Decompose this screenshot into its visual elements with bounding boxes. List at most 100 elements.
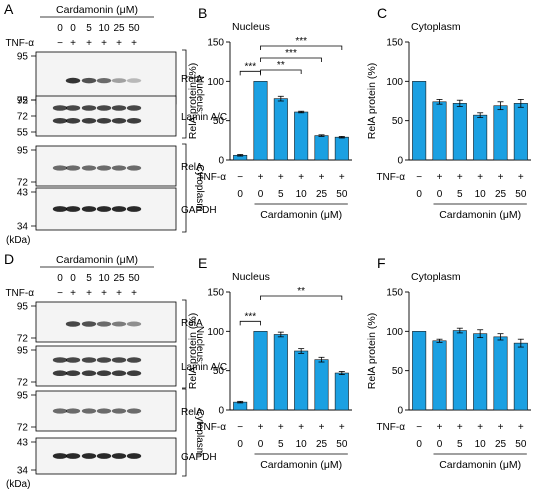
- protein-band: [126, 370, 142, 377]
- x-tick-label: 0: [237, 189, 243, 200]
- protein-band: [126, 78, 142, 83]
- protein-band: [126, 321, 142, 327]
- blot-label: GAPDH: [181, 205, 217, 216]
- x-tick-label: 0: [437, 189, 443, 200]
- mw-marker: 72: [17, 96, 29, 107]
- dose-label: 5: [86, 23, 92, 34]
- protein-band: [65, 453, 81, 459]
- protein-band: [96, 117, 112, 124]
- y-axis-label: RelA protein (%): [366, 63, 378, 139]
- blot-label: RelA: [181, 318, 203, 329]
- protein-band: [111, 206, 127, 212]
- protein-band: [111, 357, 127, 363]
- protein-band: [111, 165, 127, 171]
- bar: [473, 114, 488, 161]
- blot-label: Lamin A/C: [181, 112, 227, 123]
- significance-bracket: [260, 295, 343, 300]
- blot-label: RelA: [181, 407, 203, 418]
- tnf-sign: +: [131, 38, 137, 49]
- treatment-title: Cardamonin (μM): [56, 4, 138, 16]
- tnf-sign: +: [70, 38, 76, 49]
- protein-band: [65, 408, 81, 414]
- fraction-bracket: [182, 388, 187, 477]
- bar: [452, 103, 467, 161]
- treatment-title: Cardamonin (μM): [56, 254, 138, 266]
- y-axis-label: RelA protein (%): [187, 63, 199, 139]
- x-tick-label: 5: [278, 439, 284, 450]
- protein-band: [126, 117, 142, 124]
- protein-band: [81, 408, 97, 414]
- bar: [273, 98, 288, 161]
- bar: [314, 135, 329, 161]
- panel-letter: B: [198, 5, 207, 21]
- significance-label: ***: [295, 36, 307, 47]
- bar: [493, 336, 508, 411]
- tnf-sign: +: [477, 172, 483, 183]
- protein-band: [52, 117, 68, 124]
- bar: [294, 350, 309, 411]
- protein-band: [126, 357, 142, 363]
- blot-label: GAPDH: [181, 452, 217, 463]
- tnf-label: TNF-α: [5, 38, 34, 49]
- mw-marker: 55: [17, 128, 29, 139]
- tnf-sign: −: [416, 172, 422, 183]
- kda-label: (kDa): [6, 235, 30, 246]
- tnf-sign: +: [101, 288, 107, 299]
- tnf-label: TNF-α: [376, 422, 405, 433]
- bar: [412, 331, 427, 411]
- bar: [432, 101, 447, 161]
- x-tick-label: 10: [296, 439, 308, 450]
- bar: [452, 330, 467, 411]
- tnf-sign: +: [258, 172, 264, 183]
- y-tick-label: 0: [218, 406, 224, 417]
- tnf-sign: +: [339, 422, 345, 433]
- x-tick-label: 5: [457, 439, 463, 450]
- mw-marker: 72: [17, 378, 29, 389]
- protein-band: [52, 408, 68, 414]
- chart-title: Nucleus: [232, 271, 270, 283]
- tnf-sign: −: [237, 172, 243, 183]
- protein-band: [52, 206, 68, 212]
- significance-label: **: [297, 286, 305, 297]
- x-tick-label: 25: [495, 439, 507, 450]
- x-tick-label: 0: [237, 439, 243, 450]
- tnf-sign: −: [57, 288, 63, 299]
- y-tick-label: 0: [397, 156, 403, 167]
- dose-label: 10: [98, 273, 110, 284]
- significance-label: ***: [244, 311, 256, 322]
- y-tick-label: 150: [386, 288, 403, 299]
- fraction-label: Cytoplasm: [194, 164, 205, 211]
- blot-label: RelA: [181, 162, 203, 173]
- dose-label: 50: [128, 23, 140, 34]
- mw-marker: 72: [17, 423, 29, 434]
- tnf-sign: +: [116, 38, 122, 49]
- blot-label: RelA: [181, 74, 203, 85]
- protein-band: [96, 165, 112, 171]
- protein-band: [81, 105, 97, 111]
- dose-label: 0: [70, 23, 76, 34]
- y-tick-label: 150: [386, 38, 403, 49]
- significance-label: ***: [244, 61, 256, 72]
- bar: [314, 359, 329, 411]
- protein-band: [81, 453, 97, 459]
- mw-marker: 95: [17, 52, 29, 63]
- mw-marker: 95: [17, 146, 29, 157]
- y-tick-label: 0: [397, 406, 403, 417]
- protein-band: [96, 408, 112, 414]
- x-tick-label: 25: [316, 189, 328, 200]
- protein-band: [81, 77, 97, 84]
- panel-letter: C: [377, 5, 387, 21]
- tnf-sign: −: [57, 38, 63, 49]
- protein-band: [111, 408, 127, 414]
- tnf-sign: +: [498, 422, 504, 433]
- protein-band: [111, 105, 127, 111]
- x-tick-label: 50: [515, 189, 527, 200]
- protein-band: [96, 77, 112, 84]
- dose-label: 10: [98, 23, 110, 34]
